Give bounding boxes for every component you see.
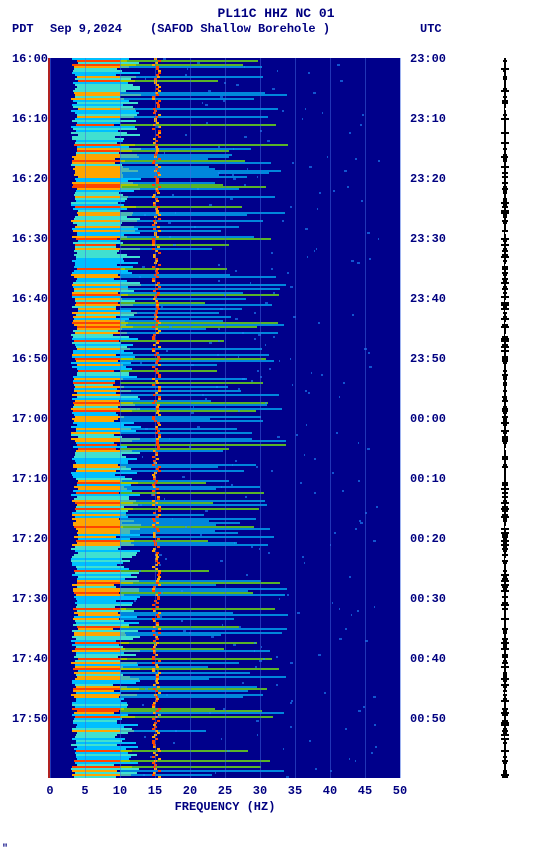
y-tick-right: 00:50 <box>410 712 460 726</box>
x-tick-label: 35 <box>280 784 310 798</box>
y-tick-right: 23:50 <box>410 352 460 366</box>
x-gridline <box>120 58 121 778</box>
y-tick-left: 16:30 <box>10 232 48 246</box>
y-tick-right: 00:00 <box>410 412 460 426</box>
y-tick-left: 17:00 <box>10 412 48 426</box>
y-tick-left: 16:20 <box>10 172 48 186</box>
x-tick-label: 10 <box>105 784 135 798</box>
x-axis-label: FREQUENCY (HZ) <box>50 800 400 814</box>
x-gridline <box>50 58 51 778</box>
y-tick-left: 16:50 <box>10 352 48 366</box>
x-gridline <box>365 58 366 778</box>
y-tick-right: 00:30 <box>410 592 460 606</box>
pdt-label: PDT <box>12 22 34 36</box>
x-gridline <box>400 58 401 778</box>
station-label: (SAFOD Shallow Borehole ) <box>150 22 330 36</box>
x-tick-label: 50 <box>385 784 415 798</box>
x-tick-label: 30 <box>245 784 275 798</box>
x-gridline <box>225 58 226 778</box>
x-tick-label: 15 <box>140 784 170 798</box>
y-tick-right: 23:10 <box>410 112 460 126</box>
y-tick-left: 17:30 <box>10 592 48 606</box>
x-tick-label: 20 <box>175 784 205 798</box>
utc-label: UTC <box>420 22 442 36</box>
chart-title: PL11C HHZ NC 01 <box>0 6 552 21</box>
x-gridline <box>330 58 331 778</box>
x-tick-label: 5 <box>70 784 100 798</box>
y-tick-right: 00:40 <box>410 652 460 666</box>
y-tick-right: 23:40 <box>410 292 460 306</box>
y-tick-left: 16:10 <box>10 112 48 126</box>
x-gridline <box>190 58 191 778</box>
x-gridline <box>260 58 261 778</box>
x-tick-label: 25 <box>210 784 240 798</box>
x-gridline <box>85 58 86 778</box>
date-label: Sep 9,2024 <box>50 22 122 36</box>
y-tick-left: 16:00 <box>10 52 48 66</box>
y-tick-right: 23:20 <box>410 172 460 186</box>
y-tick-right: 23:30 <box>410 232 460 246</box>
y-tick-right: 00:10 <box>410 472 460 486</box>
waveform-strip <box>500 58 510 778</box>
y-tick-left: 17:40 <box>10 652 48 666</box>
x-tick-label: 0 <box>35 784 65 798</box>
y-tick-left: 17:20 <box>10 532 48 546</box>
y-tick-left: 17:50 <box>10 712 48 726</box>
x-gridline <box>155 58 156 778</box>
x-gridline <box>295 58 296 778</box>
y-tick-right: 00:20 <box>410 532 460 546</box>
x-tick-label: 45 <box>350 784 380 798</box>
y-tick-right: 23:00 <box>410 52 460 66</box>
corner-mark: " <box>2 844 8 855</box>
y-tick-left: 17:10 <box>10 472 48 486</box>
x-tick-label: 40 <box>315 784 345 798</box>
y-tick-left: 16:40 <box>10 292 48 306</box>
